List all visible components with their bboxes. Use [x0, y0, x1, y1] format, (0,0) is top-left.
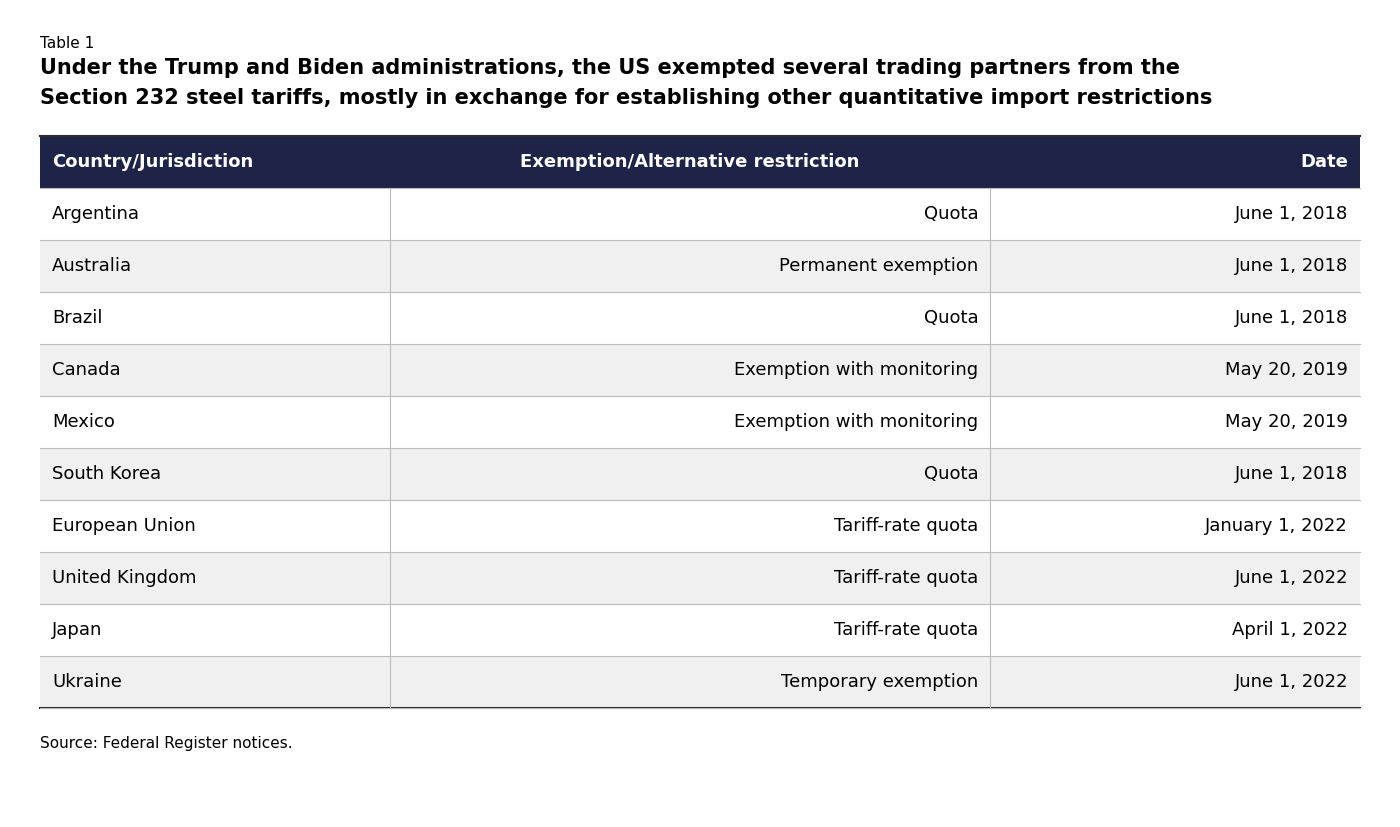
- Text: Australia: Australia: [52, 257, 132, 275]
- Bar: [41, 240, 1359, 292]
- Text: Date: Date: [1301, 153, 1348, 171]
- Text: Under the Trump and Biden administrations, the US exempted several trading partn: Under the Trump and Biden administration…: [41, 58, 1180, 78]
- Bar: [41, 344, 1359, 396]
- Text: South Korea: South Korea: [52, 465, 161, 483]
- Text: Tariff-rate quota: Tariff-rate quota: [834, 621, 979, 639]
- Text: May 20, 2019: May 20, 2019: [1225, 361, 1348, 379]
- Text: Permanent exemption: Permanent exemption: [780, 257, 979, 275]
- Text: Exemption with monitoring: Exemption with monitoring: [734, 413, 979, 431]
- Bar: [41, 136, 1359, 188]
- Bar: [41, 448, 1359, 500]
- Bar: [41, 656, 1359, 708]
- Text: Exemption with monitoring: Exemption with monitoring: [734, 361, 979, 379]
- Text: January 1, 2022: January 1, 2022: [1205, 517, 1348, 535]
- Text: Tariff-rate quota: Tariff-rate quota: [834, 569, 979, 587]
- Text: Tariff-rate quota: Tariff-rate quota: [834, 517, 979, 535]
- Text: June 1, 2018: June 1, 2018: [1235, 309, 1348, 327]
- Text: April 1, 2022: April 1, 2022: [1232, 621, 1348, 639]
- Text: Table 1: Table 1: [41, 36, 94, 51]
- Text: June 1, 2022: June 1, 2022: [1235, 673, 1348, 691]
- Bar: [41, 500, 1359, 552]
- Text: Ukraine: Ukraine: [52, 673, 122, 691]
- Text: June 1, 2018: June 1, 2018: [1235, 465, 1348, 483]
- Text: Argentina: Argentina: [52, 205, 140, 223]
- Bar: [41, 552, 1359, 604]
- Text: Quota: Quota: [924, 309, 979, 327]
- Bar: [41, 292, 1359, 344]
- Text: May 20, 2019: May 20, 2019: [1225, 413, 1348, 431]
- Text: European Union: European Union: [52, 517, 196, 535]
- Text: Mexico: Mexico: [52, 413, 115, 431]
- Text: Japan: Japan: [52, 621, 102, 639]
- Text: Section 232 steel tariffs, mostly in exchange for establishing other quantitativ: Section 232 steel tariffs, mostly in exc…: [41, 88, 1212, 108]
- Bar: [41, 604, 1359, 656]
- Text: Exemption/Alternative restriction: Exemption/Alternative restriction: [521, 153, 860, 171]
- Bar: [41, 188, 1359, 240]
- Text: United Kingdom: United Kingdom: [52, 569, 196, 587]
- Text: Source: Federal Register notices.: Source: Federal Register notices.: [41, 736, 293, 751]
- Text: Brazil: Brazil: [52, 309, 102, 327]
- Text: Canada: Canada: [52, 361, 120, 379]
- Text: June 1, 2018: June 1, 2018: [1235, 205, 1348, 223]
- Text: Temporary exemption: Temporary exemption: [781, 673, 979, 691]
- Bar: [41, 396, 1359, 448]
- Text: Quota: Quota: [924, 465, 979, 483]
- Text: Country/Jurisdiction: Country/Jurisdiction: [52, 153, 253, 171]
- Text: June 1, 2022: June 1, 2022: [1235, 569, 1348, 587]
- Text: Quota: Quota: [924, 205, 979, 223]
- Text: June 1, 2018: June 1, 2018: [1235, 257, 1348, 275]
